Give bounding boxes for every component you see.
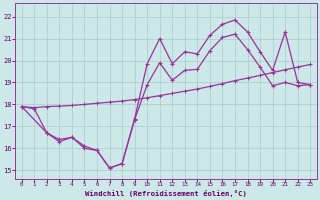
X-axis label: Windchill (Refroidissement éolien,°C): Windchill (Refroidissement éolien,°C) <box>85 190 247 197</box>
